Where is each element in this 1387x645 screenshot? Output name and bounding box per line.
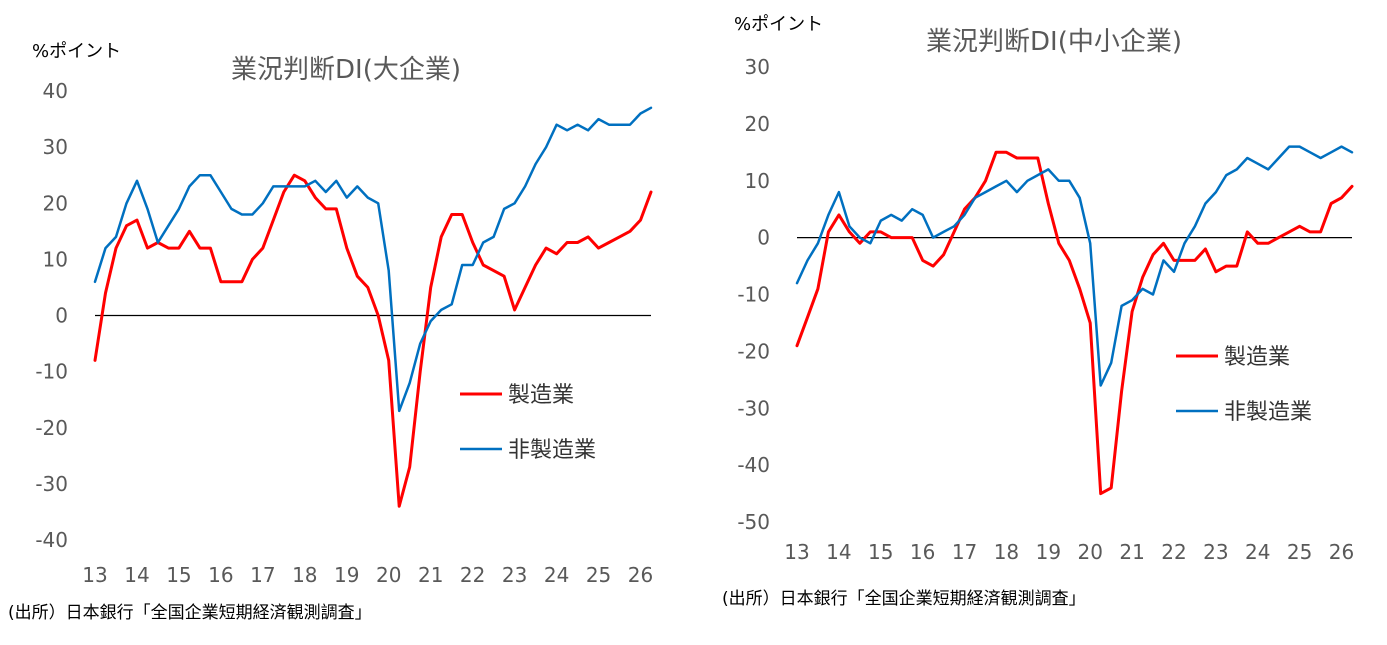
y-tick-label: 20 xyxy=(43,191,68,215)
x-tick-label: 16 xyxy=(910,540,935,564)
x-tick-label: 20 xyxy=(1077,540,1102,564)
line-chart-large-enterprises: %ポイント 業況判断DI(大企業) (出所）日本銀行「全国企業短期経済観測調査」… xyxy=(8,41,653,623)
x-tick-label: 26 xyxy=(1329,540,1354,564)
x-tick-label: 15 xyxy=(166,563,191,587)
x-tick-label: 15 xyxy=(868,540,893,564)
x-tick-label: 13 xyxy=(82,563,107,587)
x-tick-label: 21 xyxy=(418,563,443,587)
y-tick-label: 20 xyxy=(745,112,770,136)
legend-label: 製造業 xyxy=(1224,345,1290,370)
source-note: (出所）日本銀行「全国企業短期経済観測調査」 xyxy=(722,589,1086,609)
x-tick-label: 24 xyxy=(544,563,569,587)
y-tick-label: 40 xyxy=(43,79,68,103)
legend-label: 非製造業 xyxy=(508,438,596,463)
x-tick-label: 16 xyxy=(208,563,233,587)
series-line-non-manufacturing xyxy=(795,145,1354,387)
chart-panel-sme: %ポイント 業況判断DI(中小企業) (出所）日本銀行「全国企業短期経済観測調査… xyxy=(694,0,1387,645)
x-tick-label: 20 xyxy=(376,563,401,587)
y-tick-label: -20 xyxy=(737,339,770,363)
line-chart-sme: %ポイント 業況判断DI(中小企業) (出所）日本銀行「全国企業短期経済観測調査… xyxy=(722,14,1354,609)
y-unit-label: %ポイント xyxy=(32,41,121,62)
x-tick-label: 19 xyxy=(1036,540,1061,564)
x-tick-label: 18 xyxy=(292,563,317,587)
x-tick-label: 24 xyxy=(1245,540,1270,564)
x-tick-label: 25 xyxy=(586,563,611,587)
x-tick-label: 23 xyxy=(502,563,527,587)
chart-title: 業況判断DI(中小企業) xyxy=(926,27,1182,57)
y-tick-label: 0 xyxy=(757,226,770,250)
series-line-non-manufacturing xyxy=(93,106,653,413)
y-tick-label: -10 xyxy=(737,283,770,307)
y-tick-label: -20 xyxy=(35,416,68,440)
x-tick-label: 26 xyxy=(628,563,653,587)
x-tick-label: 23 xyxy=(1203,540,1228,564)
x-tick-label: 19 xyxy=(334,563,359,587)
y-tick-label: -40 xyxy=(35,528,68,552)
x-tick-label: 21 xyxy=(1119,540,1144,564)
x-tick-label: 18 xyxy=(994,540,1019,564)
x-tick-label: 14 xyxy=(826,540,851,564)
x-tick-label: 17 xyxy=(250,563,275,587)
x-tick-label: 13 xyxy=(784,540,809,564)
y-tick-label: 10 xyxy=(745,169,770,193)
legend-label: 非製造業 xyxy=(1224,400,1312,425)
source-note: (出所）日本銀行「全国企業短期経済観測調査」 xyxy=(8,603,372,623)
x-tick-label: 25 xyxy=(1287,540,1312,564)
y-tick-label: -30 xyxy=(35,472,68,496)
y-tick-label: 30 xyxy=(43,135,68,159)
series-line-manufacturing xyxy=(795,150,1354,496)
legend-label: 製造業 xyxy=(508,383,574,408)
chart-panel-large-enterprises: %ポイント 業況判断DI(大企業) (出所）日本銀行「全国企業短期経済観測調査」… xyxy=(0,0,693,645)
y-tick-label: 30 xyxy=(745,55,770,79)
y-tick-label: -40 xyxy=(737,453,770,477)
y-tick-label: -30 xyxy=(737,396,770,420)
y-tick-label: -10 xyxy=(35,360,68,384)
y-tick-label: 10 xyxy=(43,247,68,271)
chart-title: 業況判断DI(大企業) xyxy=(231,55,461,85)
x-tick-label: 22 xyxy=(1161,540,1186,564)
y-tick-label: -50 xyxy=(737,510,770,534)
series-line-manufacturing xyxy=(93,173,653,508)
x-tick-label: 17 xyxy=(952,540,977,564)
y-unit-label: %ポイント xyxy=(734,14,823,35)
x-tick-label: 22 xyxy=(460,563,485,587)
x-tick-label: 14 xyxy=(124,563,149,587)
y-tick-label: 0 xyxy=(55,304,68,328)
